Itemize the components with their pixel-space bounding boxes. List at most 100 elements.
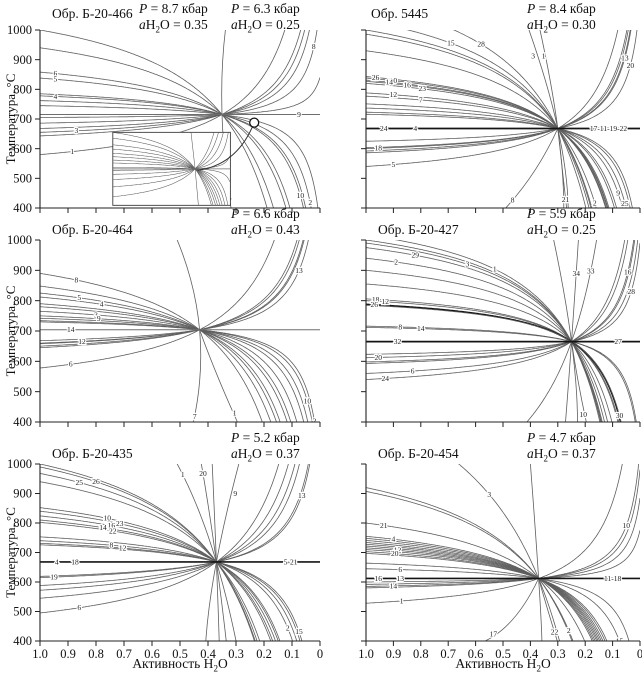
annotation-pressure: P = 6.3 кбар xyxy=(231,1,300,16)
svg-text:400: 400 xyxy=(13,415,32,429)
svg-text:3: 3 xyxy=(531,52,535,61)
y-axis-label: Температура, °С xyxy=(3,285,18,377)
svg-text:0.7: 0.7 xyxy=(116,647,132,661)
svg-text:10: 10 xyxy=(103,514,111,523)
svg-text:800: 800 xyxy=(13,294,32,308)
svg-text:3: 3 xyxy=(466,260,470,269)
panel-title-b-20-435: Обр. Б-20-435 xyxy=(52,446,133,461)
svg-text:900: 900 xyxy=(13,487,32,501)
svg-text:0.3: 0.3 xyxy=(550,647,566,661)
svg-text:3: 3 xyxy=(75,126,79,135)
panel-title-b-20-466: Обр. Б-20-466 xyxy=(52,6,133,21)
svg-text:20: 20 xyxy=(375,353,383,362)
svg-text:11-18: 11-18 xyxy=(604,574,621,583)
panel-plot-0: 651042831791000900800700600500400 xyxy=(7,23,321,215)
svg-text:8: 8 xyxy=(398,322,402,331)
svg-text:16: 16 xyxy=(108,521,116,530)
annotation-p-a-5445: P = 8.4 кбар aH2O = 0.30 xyxy=(527,1,596,38)
svg-text:1: 1 xyxy=(70,147,74,156)
svg-text:2: 2 xyxy=(308,198,312,207)
y-axis-label: Температура, °С xyxy=(3,507,18,598)
svg-text:4: 4 xyxy=(100,300,104,309)
sample-point-marker xyxy=(249,117,260,128)
svg-text:27: 27 xyxy=(614,337,622,346)
svg-text:0.6: 0.6 xyxy=(468,647,484,661)
svg-text:700: 700 xyxy=(13,112,32,126)
svg-text:7: 7 xyxy=(193,412,197,421)
svg-text:13: 13 xyxy=(621,53,629,62)
svg-text:6: 6 xyxy=(398,565,402,574)
svg-text:12: 12 xyxy=(119,544,127,553)
svg-text:9: 9 xyxy=(616,189,620,198)
svg-text:26: 26 xyxy=(92,477,100,486)
svg-text:2: 2 xyxy=(593,199,597,208)
svg-text:1.0: 1.0 xyxy=(32,647,48,661)
svg-text:14: 14 xyxy=(417,324,425,333)
inset-curves xyxy=(112,132,231,206)
svg-text:26: 26 xyxy=(372,73,380,82)
annotation-pressure: P = 6.6 кбар xyxy=(231,206,300,221)
svg-text:700: 700 xyxy=(13,324,32,338)
svg-text:5: 5 xyxy=(77,293,81,302)
svg-text:17-11-19-22: 17-11-19-22 xyxy=(590,124,627,133)
svg-text:0.1: 0.1 xyxy=(605,647,621,661)
inset-leader-line xyxy=(197,122,255,171)
svg-text:5-21: 5-21 xyxy=(284,557,298,566)
svg-text:1.0: 1.0 xyxy=(358,647,374,661)
svg-text:1000: 1000 xyxy=(7,233,32,247)
svg-text:32: 32 xyxy=(394,337,402,346)
svg-text:20: 20 xyxy=(627,61,635,70)
svg-text:0.5: 0.5 xyxy=(172,647,188,661)
svg-text:13: 13 xyxy=(298,491,306,500)
svg-text:1: 1 xyxy=(233,408,237,417)
annotation-p-a-464: P = 6.6 кбар aH2O = 0.43 xyxy=(231,206,300,243)
svg-text:600: 600 xyxy=(13,575,32,589)
svg-text:0.9: 0.9 xyxy=(60,647,76,661)
svg-text:26: 26 xyxy=(370,300,378,309)
svg-text:19: 19 xyxy=(50,573,58,582)
svg-text:10: 10 xyxy=(304,397,312,406)
svg-text:20: 20 xyxy=(199,469,207,478)
svg-text:0.6: 0.6 xyxy=(144,647,160,661)
svg-text:2: 2 xyxy=(394,258,398,267)
panel-title-b-20-454: Обр. Б-20-454 xyxy=(378,446,459,461)
annotation-pressure: P = 8.7 кбар xyxy=(139,1,208,16)
svg-text:400: 400 xyxy=(13,634,32,648)
svg-text:18: 18 xyxy=(71,557,79,566)
svg-text:10: 10 xyxy=(580,410,588,419)
svg-text:18: 18 xyxy=(375,144,383,153)
y-axis-label: Температура, °С xyxy=(3,73,18,165)
svg-text:14: 14 xyxy=(390,581,398,590)
annotation-activity: aH2O = 0.37 xyxy=(231,446,300,464)
svg-text:21: 21 xyxy=(562,195,570,204)
svg-text:16: 16 xyxy=(403,81,411,90)
svg-text:4: 4 xyxy=(392,535,396,544)
annotation-pressure: P = 5.2 кбар xyxy=(231,430,300,445)
svg-text:8: 8 xyxy=(312,42,316,51)
svg-text:16: 16 xyxy=(624,268,632,277)
svg-text:2: 2 xyxy=(286,624,290,633)
svg-text:800: 800 xyxy=(13,516,32,530)
svg-text:25: 25 xyxy=(75,478,83,487)
panel-plot-2: 8 5 43 9 10 2 13 12 6 7 1 14 1000 900 800 700 600 500 400 xyxy=(7,233,321,429)
svg-text:700: 700 xyxy=(13,546,32,560)
svg-text:4: 4 xyxy=(413,124,417,133)
svg-text:15: 15 xyxy=(295,627,303,636)
svg-text:12: 12 xyxy=(78,337,86,346)
svg-text:1: 1 xyxy=(181,470,185,479)
svg-text:33: 33 xyxy=(587,267,595,276)
svg-text:6: 6 xyxy=(411,366,415,375)
svg-text:5: 5 xyxy=(54,75,58,84)
svg-text:14: 14 xyxy=(67,325,75,334)
svg-text:15: 15 xyxy=(616,636,624,645)
panel-title-5445: Обр. 5445 xyxy=(371,6,429,21)
svg-text:900: 900 xyxy=(13,264,32,278)
svg-text:22: 22 xyxy=(551,628,559,637)
svg-text:1000: 1000 xyxy=(7,23,32,37)
svg-text:25: 25 xyxy=(621,199,629,208)
